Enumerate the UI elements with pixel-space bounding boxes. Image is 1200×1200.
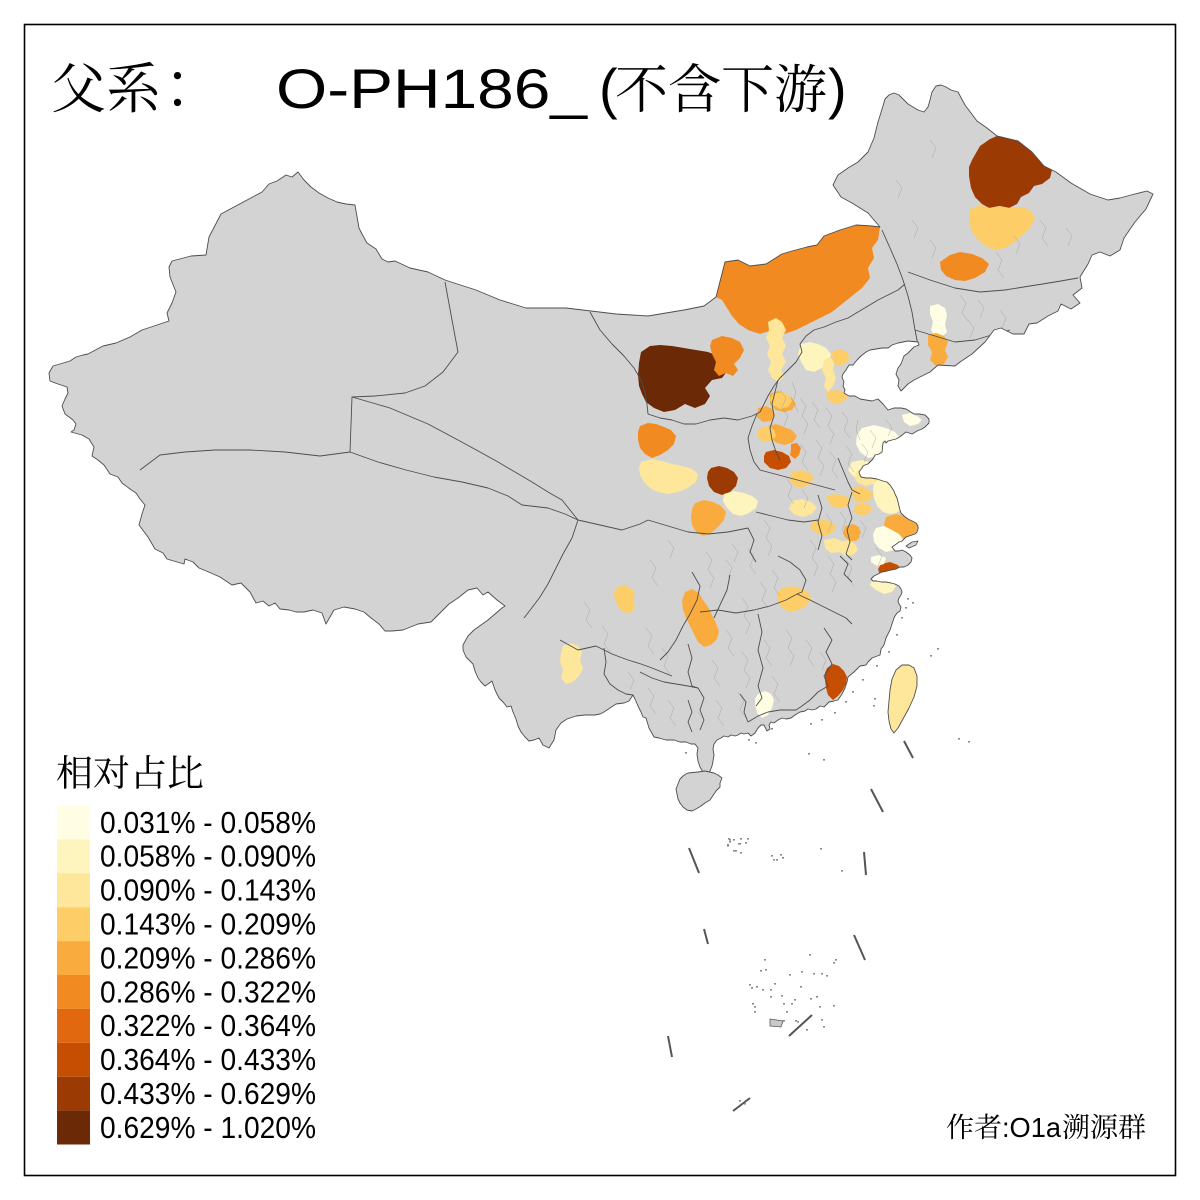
svg-text:0.209% - 0.286%: 0.209% - 0.286% <box>100 940 316 975</box>
svg-text:0.364% - 0.433%: 0.364% - 0.433% <box>100 1042 316 1077</box>
svg-text:O-PH186_: O-PH186_ <box>276 57 588 120</box>
svg-text:0.031% - 0.058%: 0.031% - 0.058% <box>100 805 316 840</box>
svg-text:0.090% - 0.143%: 0.090% - 0.143% <box>100 873 316 908</box>
svg-text::O1a: :O1a <box>1002 1112 1061 1143</box>
svg-text:0.433% - 0.629%: 0.433% - 0.629% <box>100 1076 316 1111</box>
svg-text:0.322% - 0.364%: 0.322% - 0.364% <box>100 1008 316 1043</box>
svg-text:0.286% - 0.322%: 0.286% - 0.322% <box>100 974 316 1009</box>
svg-text:): ) <box>828 57 847 120</box>
svg-text:0.143% - 0.209%: 0.143% - 0.209% <box>100 907 316 942</box>
svg-text:(: ( <box>599 57 618 120</box>
svg-text:0.058% - 0.090%: 0.058% - 0.090% <box>100 839 316 874</box>
svg-text:0.629% - 1.020%: 0.629% - 1.020% <box>100 1110 316 1145</box>
